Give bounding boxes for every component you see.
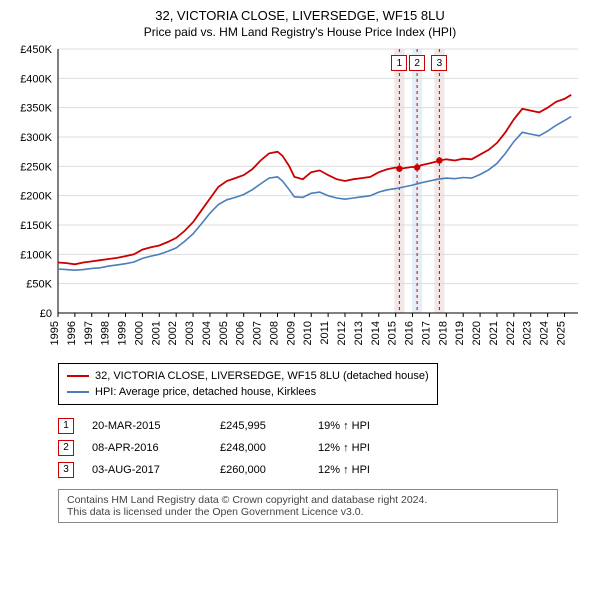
svg-text:2015: 2015 [387, 321, 399, 345]
datapoint-number: 3 [58, 462, 74, 478]
svg-text:2009: 2009 [285, 321, 297, 345]
svg-text:2011: 2011 [319, 321, 331, 345]
legend-swatch [67, 391, 89, 393]
svg-text:2004: 2004 [201, 321, 213, 345]
legend: 32, VICTORIA CLOSE, LIVERSEDGE, WF15 8LU… [58, 363, 438, 405]
svg-text:2016: 2016 [404, 321, 416, 345]
legend-label: 32, VICTORIA CLOSE, LIVERSEDGE, WF15 8LU… [95, 368, 429, 384]
datapoint-price: £248,000 [220, 437, 300, 459]
svg-text:2014: 2014 [370, 321, 382, 345]
svg-text:2003: 2003 [184, 321, 196, 345]
svg-text:2008: 2008 [268, 321, 280, 345]
svg-text:2025: 2025 [555, 321, 567, 345]
svg-text:2013: 2013 [353, 321, 365, 345]
svg-text:£200K: £200K [20, 191, 52, 203]
svg-text:£350K: £350K [20, 103, 52, 115]
datapoint-number: 2 [58, 440, 74, 456]
svg-text:2023: 2023 [522, 321, 534, 345]
footer-line-1: Contains HM Land Registry data © Crown c… [67, 494, 549, 506]
svg-text:2000: 2000 [133, 321, 145, 345]
legend-swatch [67, 375, 89, 377]
sale-marker-label: 1 [391, 55, 407, 71]
svg-text:2021: 2021 [488, 321, 500, 345]
sale-marker-label: 2 [409, 55, 425, 71]
svg-text:2007: 2007 [252, 321, 264, 345]
datapoint-price: £245,995 [220, 415, 300, 437]
svg-text:1996: 1996 [66, 321, 78, 345]
legend-item: 32, VICTORIA CLOSE, LIVERSEDGE, WF15 8LU… [67, 368, 429, 384]
line-chart-svg: £0 £50K £100K £150K £200K £250K £300K £350K £400… [10, 45, 590, 355]
svg-text:2024: 2024 [539, 321, 551, 345]
svg-text:2010: 2010 [302, 321, 314, 345]
svg-text:2017: 2017 [420, 321, 432, 345]
svg-text:2020: 2020 [471, 321, 483, 345]
legend-item: HPI: Average price, detached house, Kirk… [67, 384, 429, 400]
svg-text:1995: 1995 [49, 321, 61, 345]
svg-text:2018: 2018 [437, 321, 449, 345]
svg-text:2006: 2006 [235, 321, 247, 345]
svg-text:£150K: £150K [20, 220, 52, 232]
datapoint-delta: 12% ↑ HPI [318, 459, 370, 481]
datapoint-delta: 12% ↑ HPI [318, 437, 370, 459]
svg-text:£100K: £100K [20, 249, 52, 261]
datapoint-delta: 19% ↑ HPI [318, 415, 370, 437]
chart-subtitle: Price paid vs. HM Land Registry's House … [10, 25, 590, 39]
legend-label: HPI: Average price, detached house, Kirk… [95, 384, 316, 400]
svg-text:2002: 2002 [167, 321, 179, 345]
svg-text:£0: £0 [40, 308, 52, 320]
datapoint-number: 1 [58, 418, 74, 434]
sale-marker-label: 3 [431, 55, 447, 71]
svg-text:2022: 2022 [505, 321, 517, 345]
svg-text:1999: 1999 [117, 321, 129, 345]
svg-text:2012: 2012 [336, 321, 348, 345]
sale-datapoints: 1 20-MAR-2015 £245,995 19% ↑ HPI 2 08-APR-201… [58, 415, 590, 481]
datapoint-date: 08-APR-2016 [92, 437, 202, 459]
datapoint-row: 2 08-APR-2016 £248,000 12% ↑ HPI [58, 437, 590, 459]
datapoint-date: 20-MAR-2015 [92, 415, 202, 437]
plot-area: £0 £50K £100K £150K £200K £250K £300K £350K £400… [10, 45, 590, 355]
svg-text:£300K: £300K [20, 132, 52, 144]
attribution-footer: Contains HM Land Registry data © Crown c… [58, 489, 558, 523]
footer-line-2: This data is licensed under the Open Gov… [67, 506, 549, 518]
svg-text:2005: 2005 [218, 321, 230, 345]
chart-title: 32, VICTORIA CLOSE, LIVERSEDGE, WF15 8LU [10, 8, 590, 23]
svg-text:£50K: £50K [26, 279, 52, 291]
svg-text:£250K: £250K [20, 161, 52, 173]
svg-text:2001: 2001 [150, 321, 162, 345]
datapoint-row: 1 20-MAR-2015 £245,995 19% ↑ HPI [58, 415, 590, 437]
datapoint-price: £260,000 [220, 459, 300, 481]
svg-text:£400K: £400K [20, 73, 52, 85]
datapoint-date: 03-AUG-2017 [92, 459, 202, 481]
chart-container: 32, VICTORIA CLOSE, LIVERSEDGE, WF15 8LU… [0, 0, 600, 529]
svg-text:1998: 1998 [100, 321, 112, 345]
svg-text:2019: 2019 [454, 321, 466, 345]
datapoint-row: 3 03-AUG-2017 £260,000 12% ↑ HPI [58, 459, 590, 481]
svg-text:1997: 1997 [83, 321, 95, 345]
svg-text:£450K: £450K [20, 45, 52, 56]
